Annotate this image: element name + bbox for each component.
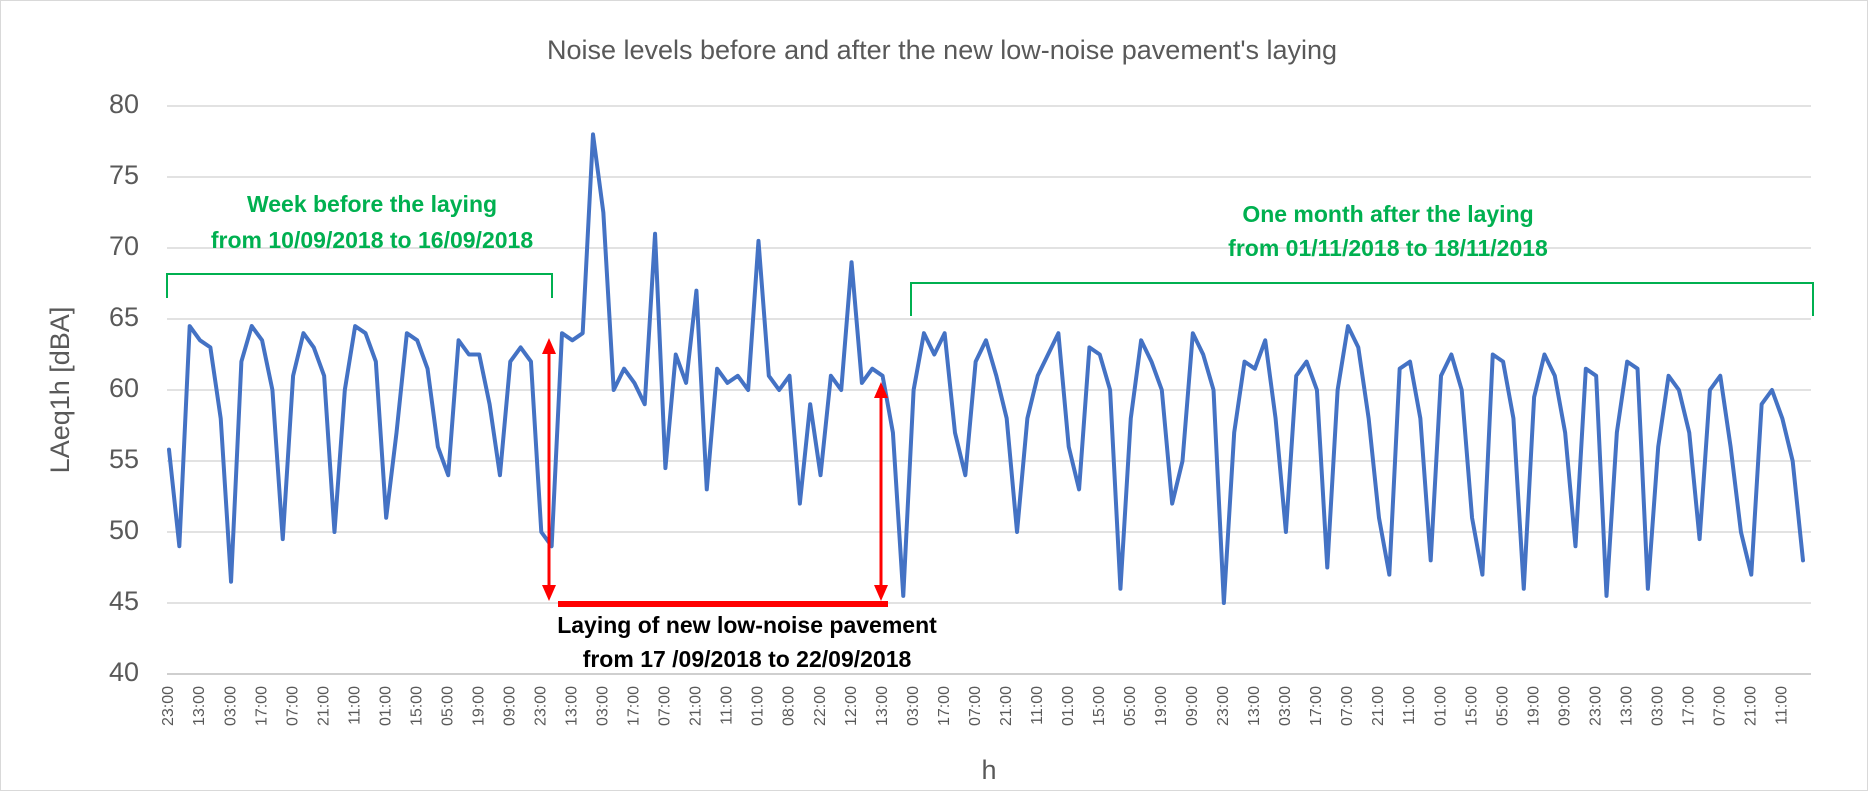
x-tick-label: 11:00 — [719, 686, 736, 725]
x-tick-label: 03:00 — [1277, 686, 1294, 726]
x-tick-label: 17:00 — [1308, 686, 1325, 726]
data-line — [167, 132, 1805, 605]
arrow-head — [542, 338, 556, 354]
x-tick-label: 15:00 — [1091, 686, 1108, 726]
y-tick-label: 50 — [109, 515, 139, 545]
x-tick-label: 17:00 — [626, 686, 643, 726]
x-tick-label: 21:00 — [1743, 686, 1760, 726]
x-tick-label: 13:00 — [1246, 686, 1263, 726]
x-tick-label: 07:00 — [967, 686, 984, 726]
x-tick-label: 11:00 — [346, 686, 363, 725]
annotation: Week before the laying — [247, 191, 497, 217]
x-tick-label: 03:00 — [1649, 686, 1666, 726]
red-arrows — [542, 338, 888, 607]
chart-title: Noise levels before and after the new lo… — [547, 35, 1337, 65]
annotation: Laying of new low-noise pavement — [557, 612, 937, 638]
y-tick-label: 55 — [109, 444, 139, 474]
y-tick-label: 70 — [109, 231, 139, 261]
x-tick-label: 21:00 — [998, 686, 1015, 726]
x-tick-label: 07:00 — [657, 686, 674, 726]
y-tick-label: 80 — [109, 89, 139, 119]
x-tick-label: 11:00 — [1774, 686, 1791, 725]
x-tick-label: 23:00 — [533, 686, 550, 726]
x-tick-label: 07:00 — [284, 686, 301, 726]
x-tick-label: 13:00 — [874, 686, 891, 726]
x-tick-label: 07:00 — [1339, 686, 1356, 726]
x-tick-label: 19:00 — [1525, 686, 1542, 726]
y-tick-label: 40 — [109, 657, 139, 687]
x-tick-label: 21:00 — [315, 686, 332, 726]
x-tick-label: 05:00 — [1494, 686, 1511, 726]
arrow-head — [542, 585, 556, 601]
x-tick-label: 13:00 — [1618, 686, 1635, 726]
x-tick-label: 13:00 — [564, 686, 581, 726]
x-tick-label: 12:00 — [843, 686, 860, 726]
x-axis-label: h — [981, 755, 996, 785]
x-tick-label: 21:00 — [688, 686, 705, 726]
x-tick-label: 15:00 — [408, 686, 425, 726]
x-tick-label: 01:00 — [750, 686, 767, 726]
y-tick-label: 75 — [109, 160, 139, 190]
y-tick-label: 60 — [109, 373, 139, 403]
x-tick-label: 19:00 — [1153, 686, 1170, 726]
x-tick-label: 22:00 — [812, 686, 829, 726]
annotations: Week before the laying from 10/09/2018 t… — [166, 191, 1814, 672]
x-tick-label: 05:00 — [439, 686, 456, 726]
x-tick-label: 23:00 — [160, 686, 177, 726]
x-tick-label: 03:00 — [595, 686, 612, 726]
x-tick-label: 01:00 — [1432, 686, 1449, 726]
bracket — [166, 273, 553, 298]
x-tick-label: 05:00 — [1122, 686, 1139, 726]
x-tick-label: 23:00 — [1215, 686, 1232, 726]
x-tick-label: 03:00 — [905, 686, 922, 726]
x-tick-label: 15:00 — [1463, 686, 1480, 726]
x-tick-label: 17:00 — [936, 686, 953, 726]
x-tick-label: 09:00 — [1184, 686, 1201, 726]
bracket — [910, 282, 1814, 316]
y-axis-label: LAeq1h [dBA] — [45, 307, 75, 474]
grid: 40 45 50 55 60 65 70 75 80 23:00 13:00 03:00 17:00 07… — [109, 89, 1811, 726]
x-tick-label: 23:00 — [1587, 686, 1604, 726]
annotation: One month after the laying — [1242, 201, 1533, 227]
y-tick-label: 45 — [109, 586, 139, 616]
x-tick-label: 11:00 — [1401, 686, 1418, 725]
x-tick-label: 21:00 — [1370, 686, 1387, 726]
x-tick-label: 08:00 — [781, 686, 798, 726]
x-tick-label: 17:00 — [1680, 686, 1697, 726]
x-tick-label: 01:00 — [1060, 686, 1077, 726]
annotation: from 01/11/2018 to 18/11/2018 — [1228, 235, 1548, 261]
x-tick-label: 17:00 — [253, 686, 270, 726]
x-tick-label: 19:00 — [470, 686, 487, 726]
annotation: from 17 /09/2018 to 22/09/2018 — [583, 646, 912, 672]
x-tick-label: 09:00 — [1556, 686, 1573, 726]
x-tick-label: 07:00 — [1711, 686, 1728, 726]
x-tick-label: 13:00 — [191, 686, 208, 726]
x-tick-label: 09:00 — [501, 686, 518, 726]
annotation: from 10/09/2018 to 16/09/2018 — [211, 227, 533, 253]
x-tick-label: 01:00 — [377, 686, 394, 726]
x-tick-label: 11:00 — [1029, 686, 1046, 725]
arrow-head — [874, 585, 888, 601]
arrow-head — [874, 382, 888, 398]
plot — [167, 132, 1805, 605]
x-tick-label: 03:00 — [222, 686, 239, 726]
y-tick-label: 65 — [109, 302, 139, 332]
